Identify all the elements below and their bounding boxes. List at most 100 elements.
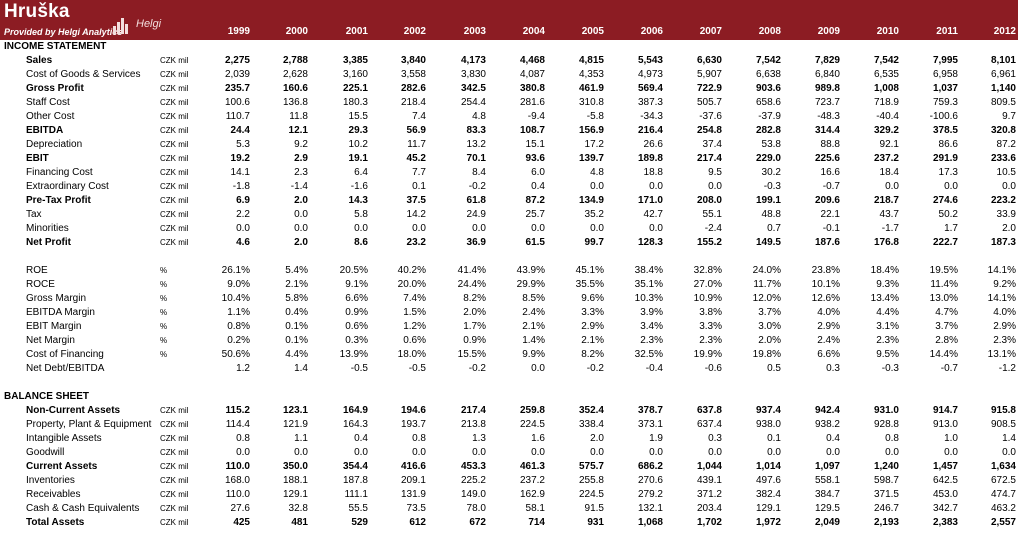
table-row: Pre-Tax Profit CZK mil 6.9 2.0 14.3 37.5 61.8 8… bbox=[0, 194, 1018, 208]
table-row: Gross Profit CZK mil 235.7 160.6 225.1 282.6 3… bbox=[0, 82, 1018, 96]
balance-sheet-rows: Non-Current Assets CZK mil 115.2 123.1 164.9… bbox=[0, 404, 1018, 530]
table-cell: 12.1 bbox=[288, 125, 308, 136]
table-cell: 0.0 bbox=[531, 363, 545, 374]
table-cell: 6,638 bbox=[755, 69, 781, 80]
table-cell: 13.9% bbox=[339, 349, 368, 360]
provided-by-label: Provided by Helgi Analytics bbox=[4, 27, 123, 37]
row-label: EBIT bbox=[26, 153, 49, 164]
table-cell: 121.9 bbox=[282, 419, 308, 430]
table-cell: 3.7% bbox=[758, 307, 781, 318]
table-cell: 291.9 bbox=[932, 153, 958, 164]
table-cell: 0.6% bbox=[403, 335, 426, 346]
table-cell: 36.9 bbox=[466, 237, 486, 248]
table-cell: 6.4 bbox=[354, 167, 368, 178]
table-row: Cash & Cash Equivalents CZK mil 27.6 32.8 55… bbox=[0, 502, 1018, 516]
table-cell: 25.7 bbox=[525, 209, 545, 220]
table-cell: 1.5% bbox=[403, 307, 426, 318]
table-cell: 5.3 bbox=[236, 139, 250, 150]
table-cell: 87.2 bbox=[525, 195, 545, 206]
year-header-cell: 2003 bbox=[463, 26, 486, 37]
table-cell: 425 bbox=[233, 517, 250, 528]
table-row: Receivables CZK mil 110.0 129.1 111.1 131.9 14… bbox=[0, 488, 1018, 502]
table-cell: 9.0% bbox=[227, 279, 250, 290]
table-cell: 1.1% bbox=[227, 307, 250, 318]
table-cell: -0.7 bbox=[940, 363, 958, 374]
table-cell: 0.1% bbox=[285, 335, 308, 346]
table-row: Staff Cost CZK mil 100.6 136.8 180.3 218.4 254… bbox=[0, 96, 1018, 110]
table-cell: 73.5 bbox=[406, 503, 426, 514]
row-label: Net Debt/EBITDA bbox=[26, 363, 105, 374]
table-cell: 8.2% bbox=[581, 349, 604, 360]
table-cell: 474.7 bbox=[990, 489, 1016, 500]
table-cell: 914.7 bbox=[932, 405, 958, 416]
table-cell: 3,385 bbox=[342, 55, 368, 66]
table-cell: 30.2 bbox=[761, 167, 781, 178]
table-cell: 4.4% bbox=[876, 307, 899, 318]
row-label: Intangible Assets bbox=[26, 433, 102, 444]
table-cell: 2.2 bbox=[236, 209, 250, 220]
row-unit: % bbox=[160, 294, 168, 303]
year-header-cell: 1999 bbox=[227, 26, 250, 37]
table-cell: 2.4% bbox=[522, 307, 545, 318]
row-label: Inventories bbox=[26, 475, 75, 486]
table-cell: 809.5 bbox=[990, 97, 1016, 108]
table-cell: 0.7 bbox=[767, 223, 781, 234]
table-cell: 4.0% bbox=[817, 307, 840, 318]
row-unit: CZK mil bbox=[160, 504, 189, 513]
table-cell: -0.2 bbox=[468, 363, 486, 374]
table-cell: 111.1 bbox=[344, 489, 368, 500]
table-cell: 187.8 bbox=[342, 475, 368, 486]
table-cell: 0.2% bbox=[227, 335, 250, 346]
table-cell: 416.6 bbox=[400, 461, 426, 472]
table-cell: 50.2 bbox=[938, 209, 958, 220]
table-row: EBIT CZK mil 19.2 2.9 19.1 45.2 70.1 93.6 139.7 1… bbox=[0, 152, 1018, 166]
table-cell: 5.8% bbox=[285, 293, 308, 304]
table-cell: 0.0 bbox=[294, 223, 308, 234]
table-cell: 314.4 bbox=[814, 125, 840, 136]
table-cell: 0.0 bbox=[412, 447, 426, 458]
table-cell: 1.0 bbox=[944, 433, 958, 444]
table-cell: -0.7 bbox=[822, 181, 840, 192]
table-cell: 378.5 bbox=[932, 125, 958, 136]
table-cell: 7.4% bbox=[403, 293, 426, 304]
table-cell: 612 bbox=[409, 517, 426, 528]
table-cell: 0.4 bbox=[531, 181, 545, 192]
row-unit: CZK mil bbox=[160, 518, 189, 527]
table-cell: 2.8% bbox=[935, 335, 958, 346]
table-cell: 1,037 bbox=[932, 83, 958, 94]
table-cell: 642.5 bbox=[932, 475, 958, 486]
table-cell: 83.3 bbox=[466, 125, 486, 136]
year-header-cell: 2012 bbox=[993, 26, 1016, 37]
table-cell: 13.0% bbox=[929, 293, 958, 304]
table-cell: 129.1 bbox=[755, 503, 781, 514]
table-cell: 1.4 bbox=[294, 363, 308, 374]
table-cell: 9.1% bbox=[345, 279, 368, 290]
row-unit: % bbox=[160, 350, 168, 359]
table-cell: 0.0 bbox=[294, 447, 308, 458]
table-cell: 209.6 bbox=[814, 195, 840, 206]
table-cell: 27.0% bbox=[693, 279, 722, 290]
table-cell: 23.8% bbox=[811, 265, 840, 276]
table-cell: 24.4 bbox=[230, 125, 250, 136]
table-cell: 88.8 bbox=[820, 139, 840, 150]
table-cell: 235.7 bbox=[224, 83, 250, 94]
table-cell: 110.7 bbox=[225, 111, 250, 122]
table-cell: 254.4 bbox=[460, 97, 486, 108]
table-cell: 24.9 bbox=[466, 209, 486, 220]
table-cell: 0.0 bbox=[767, 447, 781, 458]
row-label: Non-Current Assets bbox=[26, 405, 121, 416]
table-cell: 176.8 bbox=[873, 237, 899, 248]
row-label: Cost of Goods & Services bbox=[26, 69, 141, 80]
table-cell: 1,634 bbox=[990, 461, 1016, 472]
row-label: EBIT Margin bbox=[26, 321, 82, 332]
row-label: EBITDA Margin bbox=[26, 307, 95, 318]
table-cell: 3.1% bbox=[876, 321, 899, 332]
table-cell: 24.0% bbox=[752, 265, 781, 276]
table-cell: 2.0 bbox=[294, 237, 308, 248]
table-row: EBIT Margin% 0.8% 0.1% 0.6% 1.2% 1.7% 2.1% 2.9%… bbox=[0, 320, 1018, 334]
table-cell: 7,829 bbox=[814, 55, 840, 66]
table-row: Inventories CZK mil 168.0 188.1 187.8 209.1 22… bbox=[0, 474, 1018, 488]
row-unit: CZK mil bbox=[160, 490, 189, 499]
row-unit: CZK mil bbox=[160, 112, 189, 121]
table-cell: 229.0 bbox=[755, 153, 781, 164]
